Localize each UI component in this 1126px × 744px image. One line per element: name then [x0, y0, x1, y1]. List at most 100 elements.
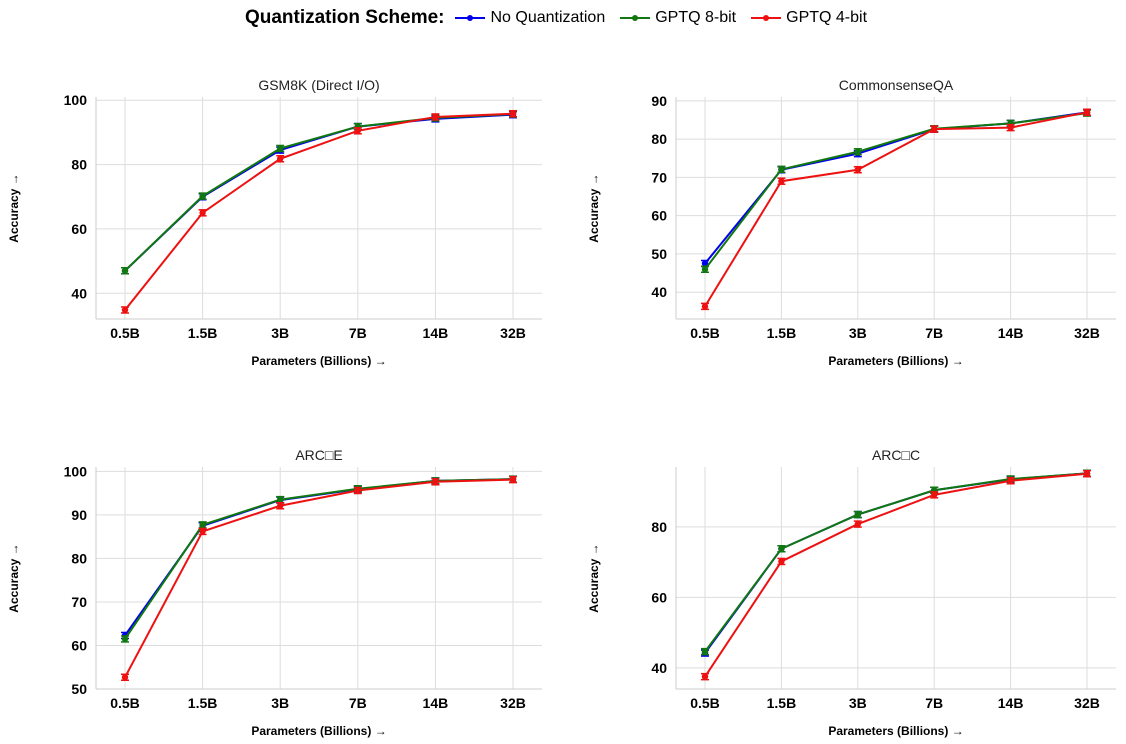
series-gptq-4-bit	[701, 469, 1091, 681]
data-point	[432, 113, 439, 121]
y-tick-label-80: 80	[651, 519, 667, 535]
x-tick-label-0-5b: 0.5B	[690, 325, 720, 341]
data-point	[701, 260, 709, 267]
series-gptq-4-bit	[701, 108, 1091, 311]
y-tick-label-90: 90	[651, 93, 667, 109]
series-line-gptq-4-bit	[124, 478, 514, 678]
data-point	[277, 496, 284, 503]
data-point	[121, 267, 129, 274]
series-no-quantization	[701, 469, 1091, 657]
series-no-quantization	[701, 108, 1091, 268]
series-gptq-8-bit	[701, 469, 1091, 656]
y-tick-label-40: 40	[651, 284, 667, 300]
x-tick-label-32b: 32B	[1074, 695, 1100, 711]
x-tick-label-1-5b: 1.5B	[188, 325, 218, 341]
legend-swatch-gptq-4bit	[751, 15, 782, 21]
y-axis-label: Accuracy →	[587, 173, 601, 242]
x-tick-label-3b: 3B	[271, 695, 289, 711]
series-no-quantization	[121, 110, 517, 275]
data-point	[277, 155, 284, 162]
legend-title: Quantization Scheme:	[244, 7, 445, 28]
x-tick-label-3b: 3B	[849, 325, 867, 341]
y-tick-label-80: 80	[71, 157, 87, 173]
legend-label-gptq-8bit: GPTQ 8-bit	[655, 9, 737, 26]
legend-label-gptq-4bit: GPTQ 4-bit	[786, 9, 868, 26]
data-point	[277, 145, 284, 152]
y-tick-label-70: 70	[71, 594, 87, 610]
x-tick-label-0-5b: 0.5B	[690, 695, 720, 711]
y-tick-label-100: 100	[64, 463, 88, 479]
data-point	[701, 648, 709, 655]
y-tick-label-40: 40	[651, 660, 667, 676]
legend-item-gptq-8bit: GPTQ 8-bit	[619, 9, 736, 27]
series-line-gptq-4-bit	[124, 112, 514, 311]
data-point	[354, 127, 361, 134]
data-point	[509, 110, 517, 117]
chart-panel-3: 0.5B 1.5B 3B 7B 14B 32B 50 60 70 80 90 100 ARC□E Para…	[7, 447, 542, 738]
series-line-no-quantization	[124, 478, 514, 637]
legend-item-no-quantization: No Quantization	[454, 9, 605, 27]
data-point	[931, 491, 938, 499]
data-point	[199, 209, 206, 217]
data-point	[1007, 477, 1014, 484]
x-axis-label: Parameters (Billions) →	[251, 354, 386, 368]
y-tick-label-60: 60	[651, 208, 667, 224]
x-tick-label-7b: 7B	[349, 325, 367, 341]
data-point	[854, 520, 861, 528]
x-tick-label-32b: 32B	[1074, 325, 1100, 341]
x-tick-label-14b: 14B	[423, 695, 449, 711]
series-gptq-4-bit	[121, 475, 517, 681]
data-point	[701, 266, 709, 273]
data-point	[1083, 109, 1091, 116]
y-axis-label: Accuracy →	[7, 543, 21, 612]
series-line-gptq-8-bit	[704, 472, 1088, 653]
data-point	[199, 192, 206, 200]
legend-swatch-no-quantization	[455, 15, 486, 21]
y-tick-label-40: 40	[71, 285, 87, 301]
x-tick-label-14b: 14B	[423, 325, 449, 341]
x-tick-label-0-5b: 0.5B	[110, 695, 140, 711]
y-axis-label: Accuracy →	[587, 543, 601, 612]
x-tick-label-3b: 3B	[271, 325, 289, 341]
chart-panel-1: 0.5B 1.5B 3B 7B 14B 32B 40 60 80 100 GSM8K (Direct…	[7, 77, 542, 368]
y-tick-label-50: 50	[71, 681, 87, 697]
data-point	[277, 502, 284, 509]
y-tick-label-90: 90	[71, 507, 87, 523]
series-line-gptq-8-bit	[704, 112, 1088, 270]
data-point	[354, 487, 361, 494]
series-line-no-quantization	[704, 111, 1088, 265]
panel-title: GSM8K (Direct I/O)	[258, 77, 379, 93]
panel-title: CommonsenseQA	[839, 77, 954, 93]
data-point	[121, 674, 129, 681]
y-tick-label-80: 80	[71, 550, 87, 566]
x-axis-label: Parameters (Billions) →	[828, 354, 963, 368]
series-line-gptq-8-bit	[124, 113, 514, 272]
x-tick-label-32b: 32B	[500, 325, 526, 341]
y-tick-label-50: 50	[651, 246, 667, 262]
x-tick-label-3b: 3B	[849, 695, 867, 711]
panel-title: ARC□E	[295, 447, 342, 463]
series-line-gptq-4-bit	[704, 472, 1088, 678]
legend-label-no-quantization: No Quantization	[490, 9, 606, 26]
data-point	[509, 476, 517, 483]
y-tick-label-100: 100	[64, 92, 88, 108]
y-tick-label-80: 80	[651, 131, 667, 147]
x-tick-label-7b: 7B	[925, 695, 943, 711]
data-point	[199, 521, 206, 529]
y-tick-label-60: 60	[651, 589, 667, 605]
data-point	[854, 166, 861, 173]
panel-title: ARC□C	[872, 447, 920, 463]
series-line-gptq-4-bit	[704, 111, 1088, 307]
chart-panel-2: 0.5B 1.5B 3B 7B 14B 32B 40 50 60 70 80 90 Commonsens…	[587, 77, 1116, 368]
x-tick-label-1-5b: 1.5B	[767, 695, 797, 711]
series-line-gptq-8-bit	[124, 478, 514, 640]
data-point	[432, 478, 439, 485]
data-point	[121, 635, 129, 643]
legend-item-gptq-4bit: GPTQ 4-bit	[750, 9, 867, 27]
data-point	[854, 148, 861, 155]
x-tick-label-7b: 7B	[925, 325, 943, 341]
data-point	[199, 528, 206, 535]
y-axis-label: Accuracy →	[7, 173, 21, 242]
data-point	[1007, 124, 1014, 131]
data-point	[701, 303, 709, 310]
